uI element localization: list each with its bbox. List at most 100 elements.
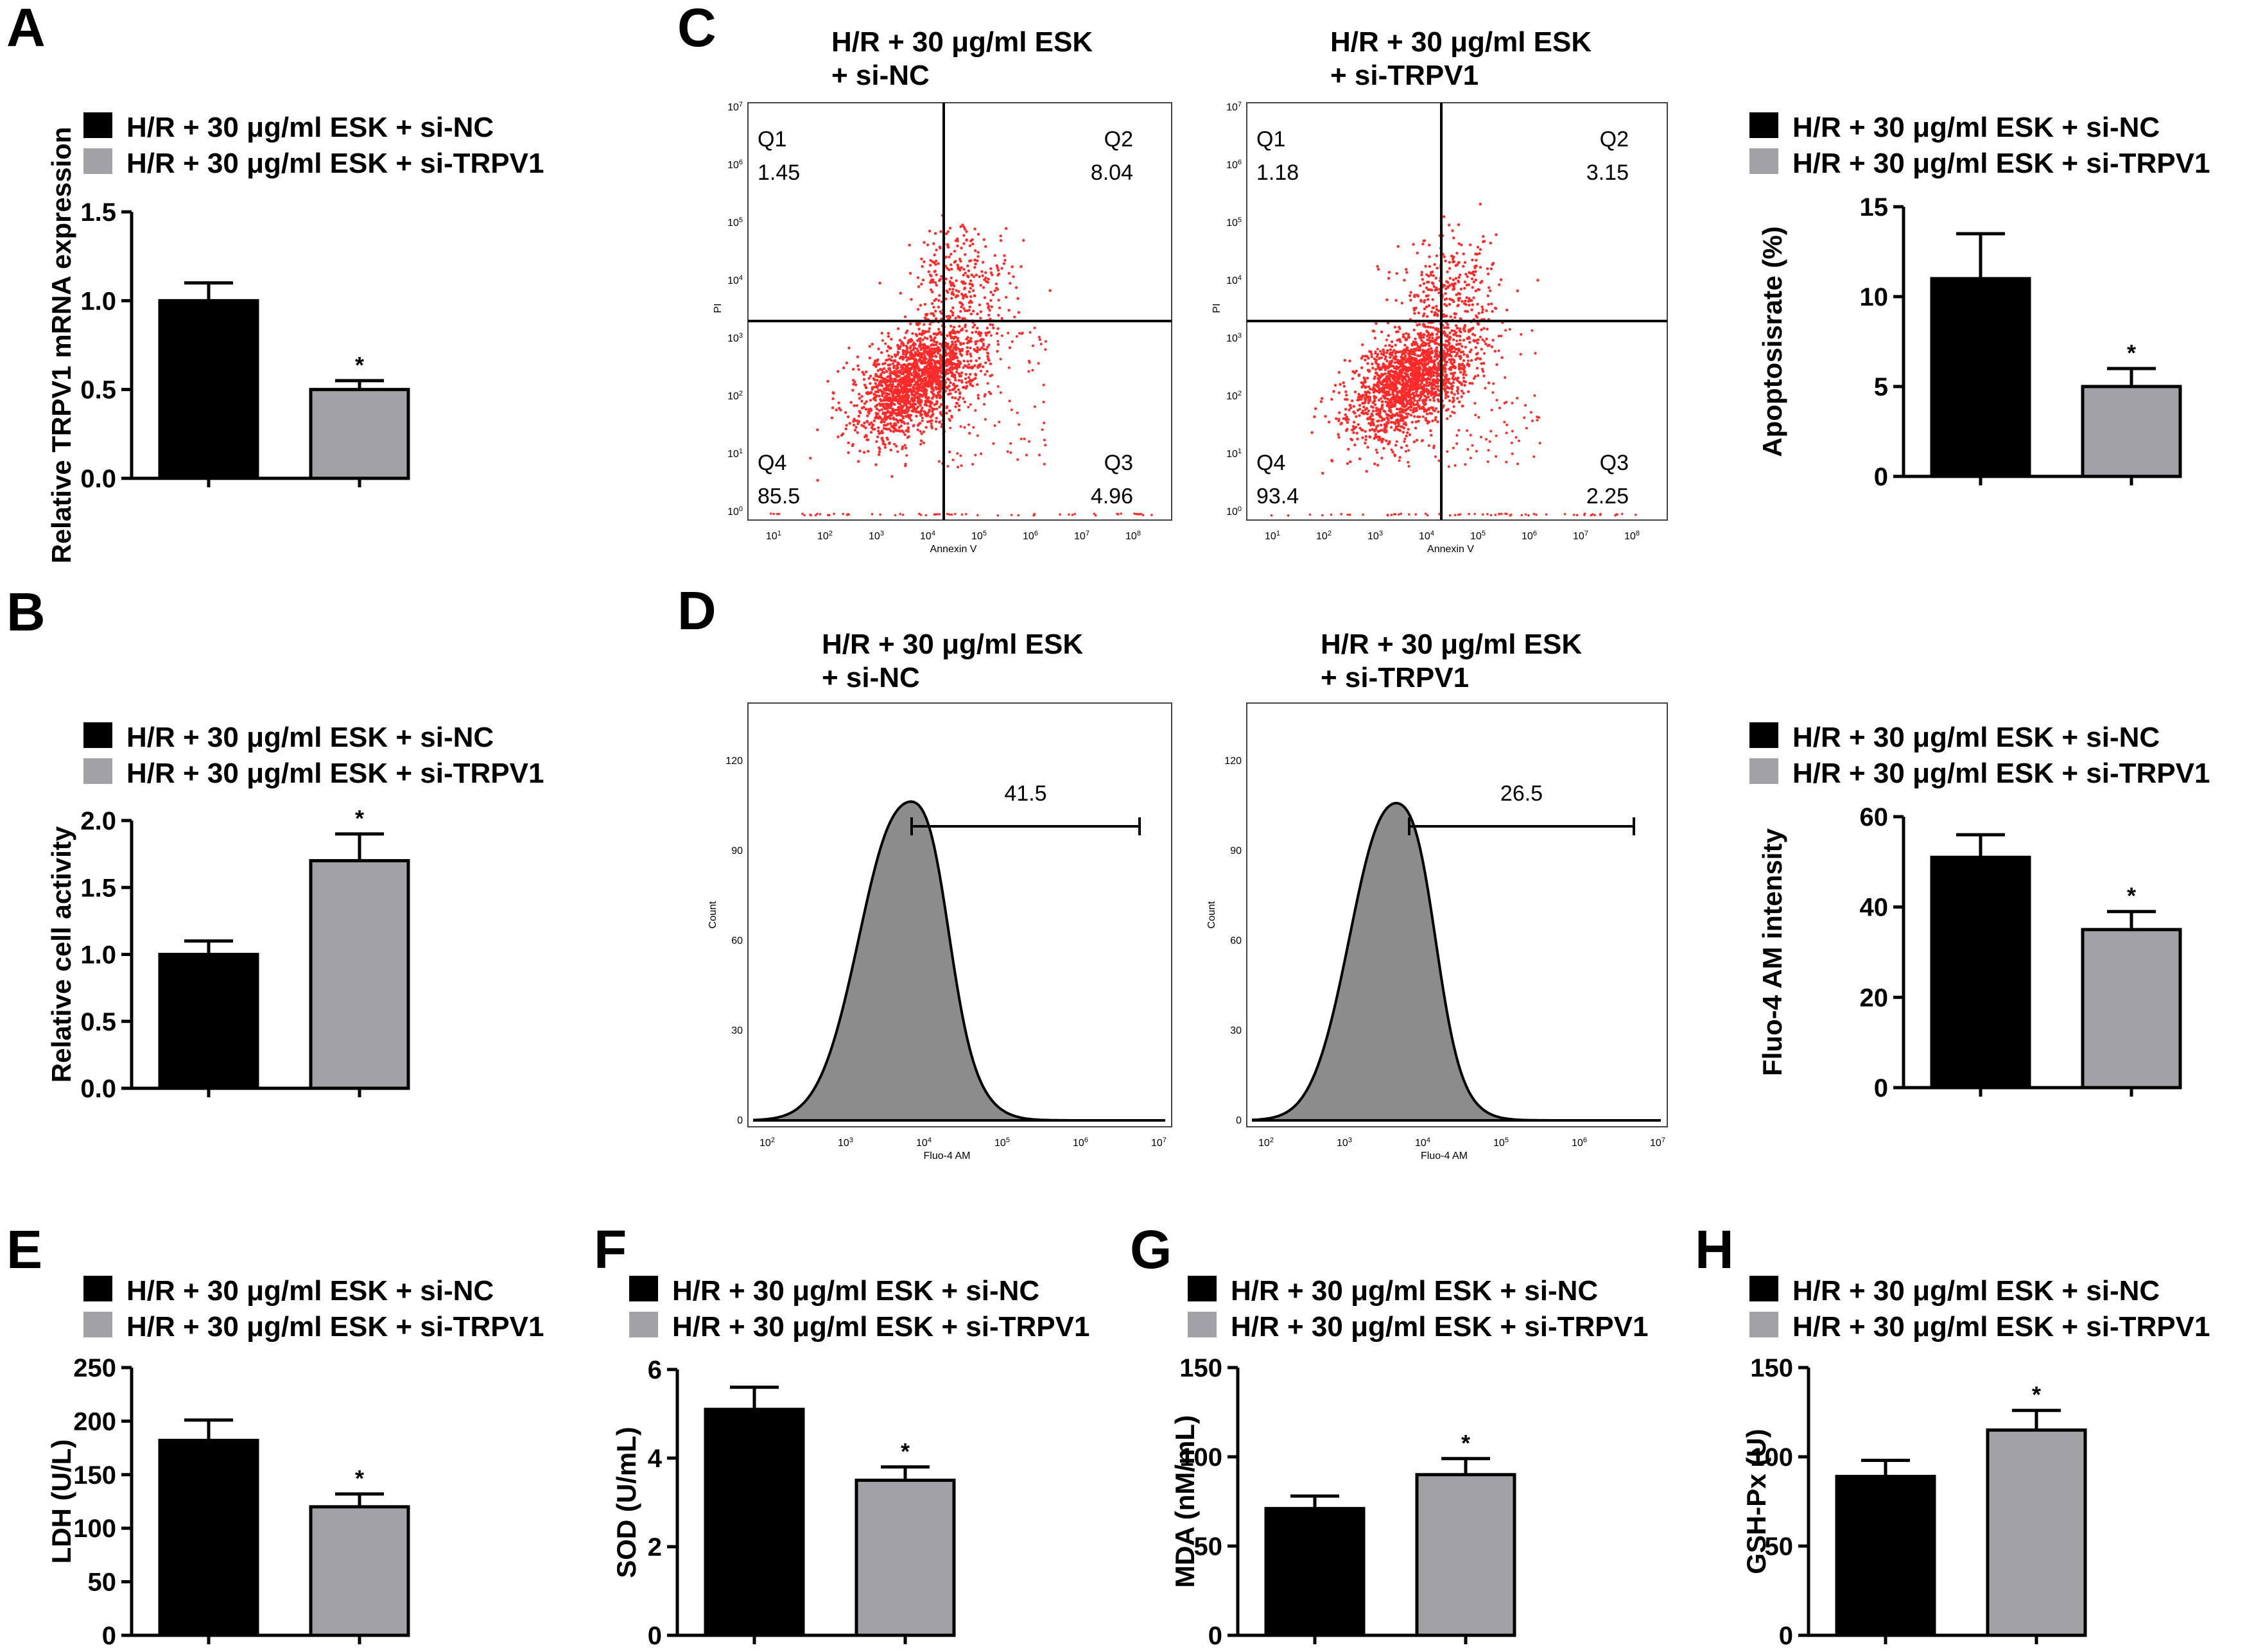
- event-dot: [960, 247, 963, 250]
- event-dot: [1431, 306, 1434, 309]
- event-dot: [1409, 291, 1412, 294]
- event-dot: [1374, 351, 1377, 353]
- event-dot: [920, 413, 923, 416]
- event-dot: [1346, 513, 1349, 516]
- event-dot: [884, 381, 887, 385]
- event-dot: [1357, 373, 1361, 376]
- event-dot: [871, 512, 874, 516]
- event-dot: [1545, 513, 1548, 516]
- event-dot: [1013, 315, 1016, 318]
- event-dot: [1370, 420, 1374, 424]
- event-dot: [950, 252, 953, 256]
- event-dot: [878, 450, 881, 453]
- event-dot: [932, 367, 935, 370]
- event-dot: [1452, 405, 1455, 408]
- event-dot: [1467, 300, 1470, 303]
- event-dot: [1382, 353, 1385, 357]
- event-dot: [1398, 350, 1402, 354]
- event-dot: [1457, 304, 1460, 307]
- x-tick-label: 105: [971, 530, 987, 542]
- event-dot: [962, 386, 965, 389]
- event-dot: [1471, 286, 1474, 289]
- event-dot: [1461, 404, 1464, 408]
- event-dot: [900, 419, 903, 422]
- event-dot: [948, 268, 951, 272]
- event-dot: [1392, 367, 1396, 370]
- event-dot: [976, 397, 980, 400]
- event-dot: [1351, 377, 1355, 380]
- legend-swatch-si-trpv1: [629, 1312, 658, 1337]
- event-dot: [1465, 296, 1468, 299]
- event-dot: [1448, 284, 1452, 287]
- event-dot: [923, 354, 926, 358]
- event-dot: [1490, 302, 1493, 306]
- event-dot: [885, 349, 889, 352]
- event-dot: [923, 343, 926, 346]
- event-dot: [1375, 322, 1378, 326]
- legend-label-si-nc: H/R + 30 μg/ml ESK + si-NC: [1792, 1275, 2160, 1307]
- event-dot: [1463, 326, 1466, 329]
- event-dot: [1444, 343, 1447, 347]
- event-dot: [928, 274, 932, 277]
- event-dot: [1414, 370, 1418, 373]
- event-dot: [1450, 372, 1453, 375]
- event-dot: [1416, 354, 1419, 358]
- event-dot: [909, 322, 912, 326]
- event-dot: [887, 335, 890, 338]
- event-dot: [1434, 407, 1438, 410]
- event-dot: [968, 283, 971, 286]
- event-dot: [1442, 313, 1445, 317]
- plot-title-line2: + si-TRPV1: [1330, 60, 1479, 91]
- event-dot: [1385, 351, 1389, 354]
- event-dot: [816, 428, 819, 431]
- event-dot: [932, 242, 935, 245]
- event-dot: [997, 299, 1000, 302]
- event-dot: [907, 430, 910, 433]
- event-dot: [1446, 395, 1450, 398]
- event-dot: [1059, 513, 1061, 516]
- event-dot: [968, 431, 971, 435]
- event-dot: [982, 365, 985, 369]
- event-dot: [892, 389, 896, 392]
- event-dot: [1482, 327, 1486, 330]
- event-dot: [1014, 286, 1018, 290]
- legend-swatch-si-nc: [83, 722, 112, 748]
- event-dot: [1421, 352, 1425, 355]
- event-dot: [1414, 379, 1418, 382]
- event-dot: [885, 359, 888, 362]
- event-dot: [1369, 423, 1373, 427]
- event-dot: [960, 379, 964, 383]
- event-dot: [930, 376, 934, 379]
- legend-swatch-si-trpv1: [83, 1312, 112, 1337]
- event-dot: [1419, 354, 1422, 358]
- event-dot: [870, 426, 874, 430]
- event-dot: [930, 338, 933, 342]
- event-dot: [1000, 334, 1003, 337]
- event-dot: [1450, 382, 1453, 386]
- event-dot: [894, 514, 897, 517]
- event-dot: [882, 427, 886, 430]
- event-dot: [1361, 436, 1364, 439]
- event-dot: [1437, 336, 1439, 340]
- event-dot: [917, 327, 921, 331]
- event-dot: [1407, 388, 1410, 392]
- event-dot: [1444, 354, 1448, 358]
- event-dot: [1418, 407, 1421, 410]
- y-axis-label: Fluo-4 AM intensity: [1757, 828, 1787, 1075]
- event-dot: [914, 371, 917, 374]
- event-dot: [1426, 281, 1429, 284]
- event-dot: [954, 343, 958, 347]
- event-dot: [857, 460, 860, 463]
- event-dot: [1392, 349, 1396, 352]
- event-dot: [1116, 512, 1118, 516]
- event-dot: [1033, 405, 1036, 408]
- event-dot: [847, 441, 850, 444]
- event-dot: [1405, 271, 1409, 274]
- y-tick-label: 150: [73, 1461, 116, 1490]
- event-dot: [986, 382, 989, 385]
- event-dot: [1453, 333, 1456, 336]
- event-dot: [883, 421, 886, 424]
- event-dot: [1468, 512, 1470, 516]
- event-dot: [978, 339, 982, 342]
- event-dot: [860, 424, 863, 427]
